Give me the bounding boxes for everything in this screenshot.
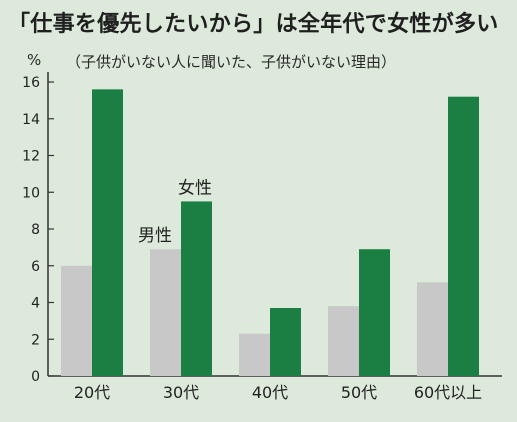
bar-female xyxy=(270,308,301,376)
bar-female xyxy=(359,249,390,376)
x-category-label: 50代 xyxy=(341,383,377,402)
x-category-label: 60代以上 xyxy=(414,383,482,402)
y-tick-label: 12 xyxy=(22,149,40,165)
y-tick-label: 10 xyxy=(22,185,40,201)
chart-title: 「仕事を優先したいから」は全年代で女性が多い xyxy=(8,12,499,37)
y-axis-unit: % xyxy=(27,51,42,69)
bar-female xyxy=(92,89,123,376)
bar-male xyxy=(239,333,270,376)
bar-male xyxy=(61,265,92,376)
bar-female xyxy=(181,201,212,376)
y-tick-label: 4 xyxy=(31,296,40,312)
bar-male xyxy=(150,249,181,376)
series-label-male: 男性 xyxy=(138,226,172,246)
y-tick-label: 14 xyxy=(22,112,40,128)
y-tick-label: 0 xyxy=(31,369,40,385)
series-label-female: 女性 xyxy=(178,178,212,198)
y-tick-label: 6 xyxy=(31,259,40,275)
chart-subtitle: （子供がいない人に聞いた、子供がいない理由） xyxy=(66,53,397,71)
y-tick-label: 16 xyxy=(22,75,40,91)
x-category-label: 40代 xyxy=(252,383,288,402)
y-tick-label: 8 xyxy=(31,222,40,238)
x-category-label: 20代 xyxy=(74,383,110,402)
bar-male xyxy=(328,306,359,376)
x-category-label: 30代 xyxy=(163,383,199,402)
bar-male xyxy=(417,282,448,376)
y-tick-label: 2 xyxy=(31,332,40,348)
bar-female xyxy=(448,96,479,376)
